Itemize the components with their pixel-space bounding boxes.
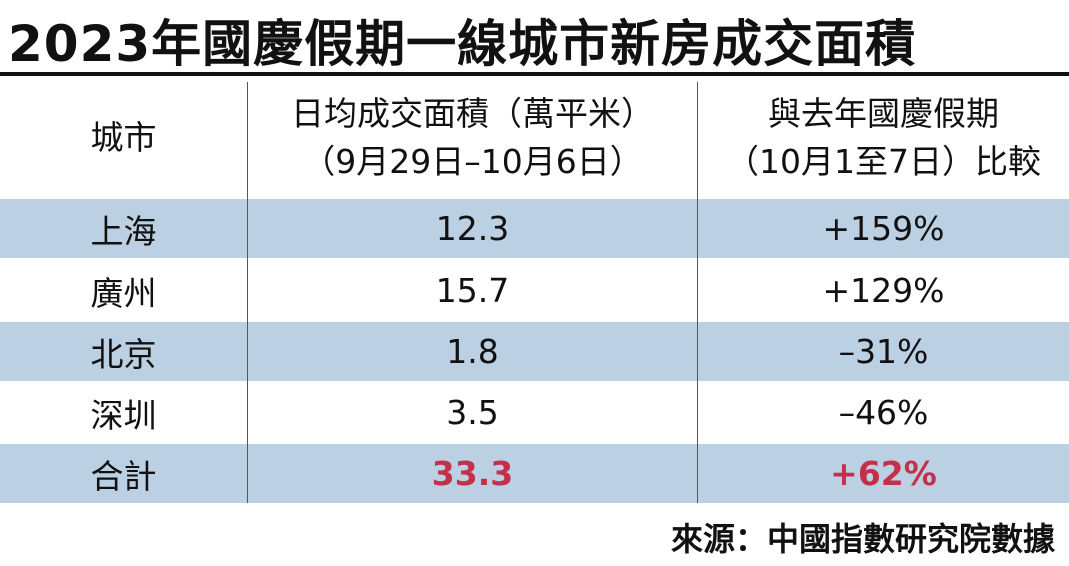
column-divider: [697, 82, 698, 503]
table-cell: 廣州: [90, 273, 157, 313]
table-row: 北京 1.8 –31%: [0, 322, 1069, 381]
header-line: （9月29日–10月6日）: [302, 142, 643, 181]
column-header: 日均成交面積（萬平米） （9月29日–10月6日）: [248, 80, 697, 196]
table-cell: 33.3: [431, 454, 514, 493]
column-header: 與去年國慶假期 （10月1至7日）比較: [698, 80, 1069, 196]
table-row: 深圳 3.5 –46%: [0, 383, 1069, 442]
table-cell: 15.7: [435, 271, 510, 310]
table-cell: +129%: [822, 271, 945, 310]
table-cell: 深圳: [90, 395, 157, 435]
header-line: 城市: [90, 118, 157, 157]
table-cell: –31%: [838, 332, 929, 371]
source-note: 來源：中國指數研究院數據: [670, 520, 1055, 558]
table-cell: 上海: [90, 211, 157, 251]
header-line: 與去年國慶假期: [768, 94, 999, 133]
column-header: 城市: [0, 80, 247, 196]
title: 2023年國慶假期一線城市新房成交面積: [8, 15, 917, 73]
title-rule: [0, 72, 1069, 76]
table-row: 廣州 15.7 +129%: [0, 261, 1069, 320]
table-cell: +159%: [822, 209, 945, 248]
table-cell: 12.3: [435, 209, 510, 248]
header-line: 日均成交面積（萬平米）: [291, 94, 654, 133]
table-cell: 北京: [90, 334, 157, 374]
table-cell: +62%: [830, 454, 937, 493]
table-row: 上海 12.3 +159%: [0, 199, 1069, 258]
table-cell: 1.8: [446, 332, 499, 371]
header-line: （10月1至7日）比較: [726, 142, 1041, 181]
table-cell: 合計: [90, 456, 157, 496]
table-cell: –46%: [838, 393, 929, 432]
table-cell: 3.5: [446, 393, 499, 432]
column-divider: [247, 82, 248, 503]
table-row: 合計 33.3 +62%: [0, 444, 1069, 503]
